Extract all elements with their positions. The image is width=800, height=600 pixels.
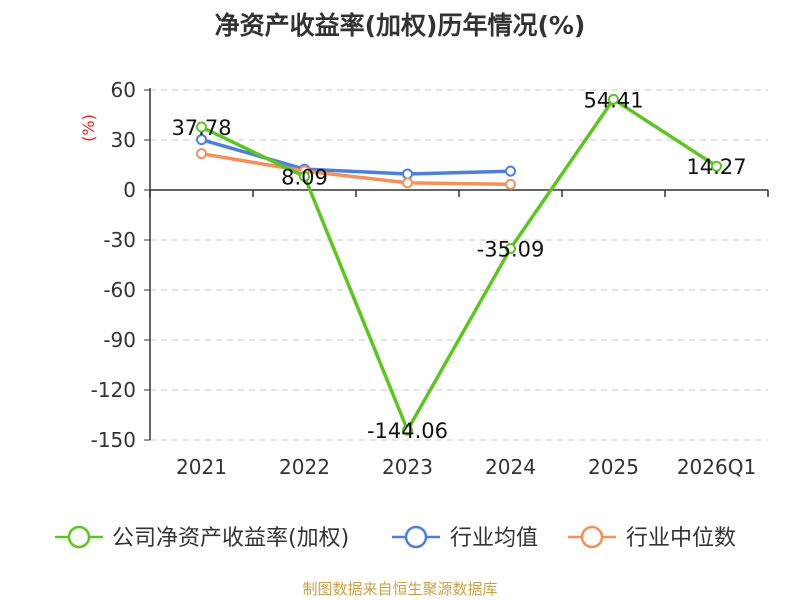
data-label: -35.09 — [477, 237, 545, 261]
legend-item[interactable]: 行业中位数 — [568, 525, 736, 551]
grid-lines — [150, 89, 768, 441]
data-point — [196, 121, 207, 133]
legend-label: 行业中位数 — [626, 526, 736, 551]
series-line — [201, 151, 511, 187]
series-layer — [196, 93, 722, 436]
legend[interactable]: 公司净资产收益率(加权) 行业均值 行业中位数 — [55, 525, 736, 551]
data-label: -144.06 — [367, 419, 448, 443]
data-point — [402, 424, 413, 436]
data-labels: 37.78 8.09 -144.06 -35.09 54.41 14.27 — [171, 88, 746, 443]
data-point — [505, 242, 516, 254]
y-tick-label: -120 — [91, 378, 136, 402]
x-tick-label: 2024 — [485, 455, 536, 479]
data-point — [402, 177, 413, 189]
axes: (%) 60 30 0 -30 -60 -90 -120 -150 2021 2022 2023 20… — [79, 78, 769, 479]
chart-title: 净资产收益率(加权)历年情况(%) — [214, 11, 586, 40]
series-line — [201, 137, 511, 176]
x-tick-label: 2023 — [382, 455, 433, 479]
legend-marker — [404, 525, 428, 549]
legend-label: 行业均值 — [450, 526, 538, 551]
y-tick-label: 0 — [123, 178, 136, 202]
legend-label: 公司净资产收益率(加权) — [112, 526, 349, 551]
data-label: 14.27 — [686, 155, 746, 179]
x-tick-label: 2022 — [279, 455, 330, 479]
legend-marker — [67, 525, 91, 549]
data-point — [196, 134, 207, 146]
data-label: 54.41 — [583, 88, 643, 112]
x-tick-label: 2025 — [588, 455, 639, 479]
legend-item[interactable]: 公司净资产收益率(加权) — [55, 525, 349, 551]
data-label: 37.78 — [171, 116, 231, 140]
data-point — [608, 93, 619, 105]
data-point — [505, 165, 516, 177]
legend-marker — [580, 525, 604, 549]
x-tick-label: 2026Q1 — [677, 455, 756, 479]
data-point — [402, 168, 413, 180]
y-tick-label: -30 — [103, 228, 136, 252]
series-line — [200, 97, 718, 432]
y-tick-label: 60 — [111, 78, 136, 102]
data-label: 8.09 — [281, 166, 328, 190]
y-tick-label: 30 — [111, 128, 136, 152]
y-tick-label: -90 — [103, 328, 136, 352]
y-axis-label: (%) — [79, 114, 98, 142]
data-point — [299, 171, 310, 183]
y-tick-label: -150 — [91, 428, 136, 452]
y-tick-label: -60 — [103, 278, 136, 302]
data-point — [711, 160, 722, 172]
data-point — [196, 148, 207, 160]
x-tick-label: 2021 — [176, 455, 227, 479]
legend-item[interactable]: 行业均值 — [392, 525, 538, 551]
source-note: 制图数据来自恒生聚源数据库 — [302, 580, 498, 598]
data-point — [505, 178, 516, 190]
